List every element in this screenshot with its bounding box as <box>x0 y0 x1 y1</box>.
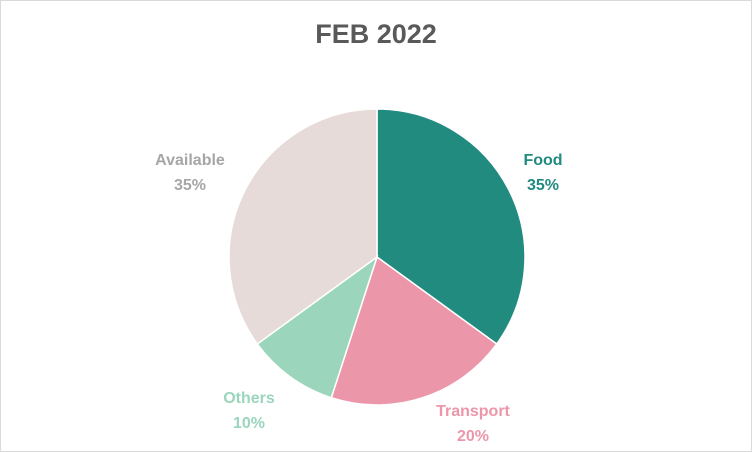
pie-slice-available <box>228 108 378 346</box>
pie-slice-others <box>256 255 379 399</box>
slice-name-others: Others <box>223 390 275 407</box>
slice-name-available: Available <box>155 152 225 169</box>
pie-slice-transport <box>330 255 498 406</box>
slice-name-transport: Transport <box>436 403 510 420</box>
pie-slice-food <box>376 108 526 346</box>
slice-label-transport: Transport 20% <box>413 399 533 449</box>
slice-value-others: 10% <box>232 415 266 432</box>
slice-name-food: Food <box>523 152 563 169</box>
chart-title: FEB 2022 <box>315 19 437 49</box>
slice-value-food: 35% <box>526 177 560 194</box>
slice-value-available: 35% <box>173 177 207 194</box>
slice-label-available: Available 35% <box>130 148 250 198</box>
slice-label-others: Others 10% <box>189 386 309 436</box>
slice-label-food: Food 35% <box>483 148 603 198</box>
slice-value-transport: 20% <box>456 428 490 445</box>
